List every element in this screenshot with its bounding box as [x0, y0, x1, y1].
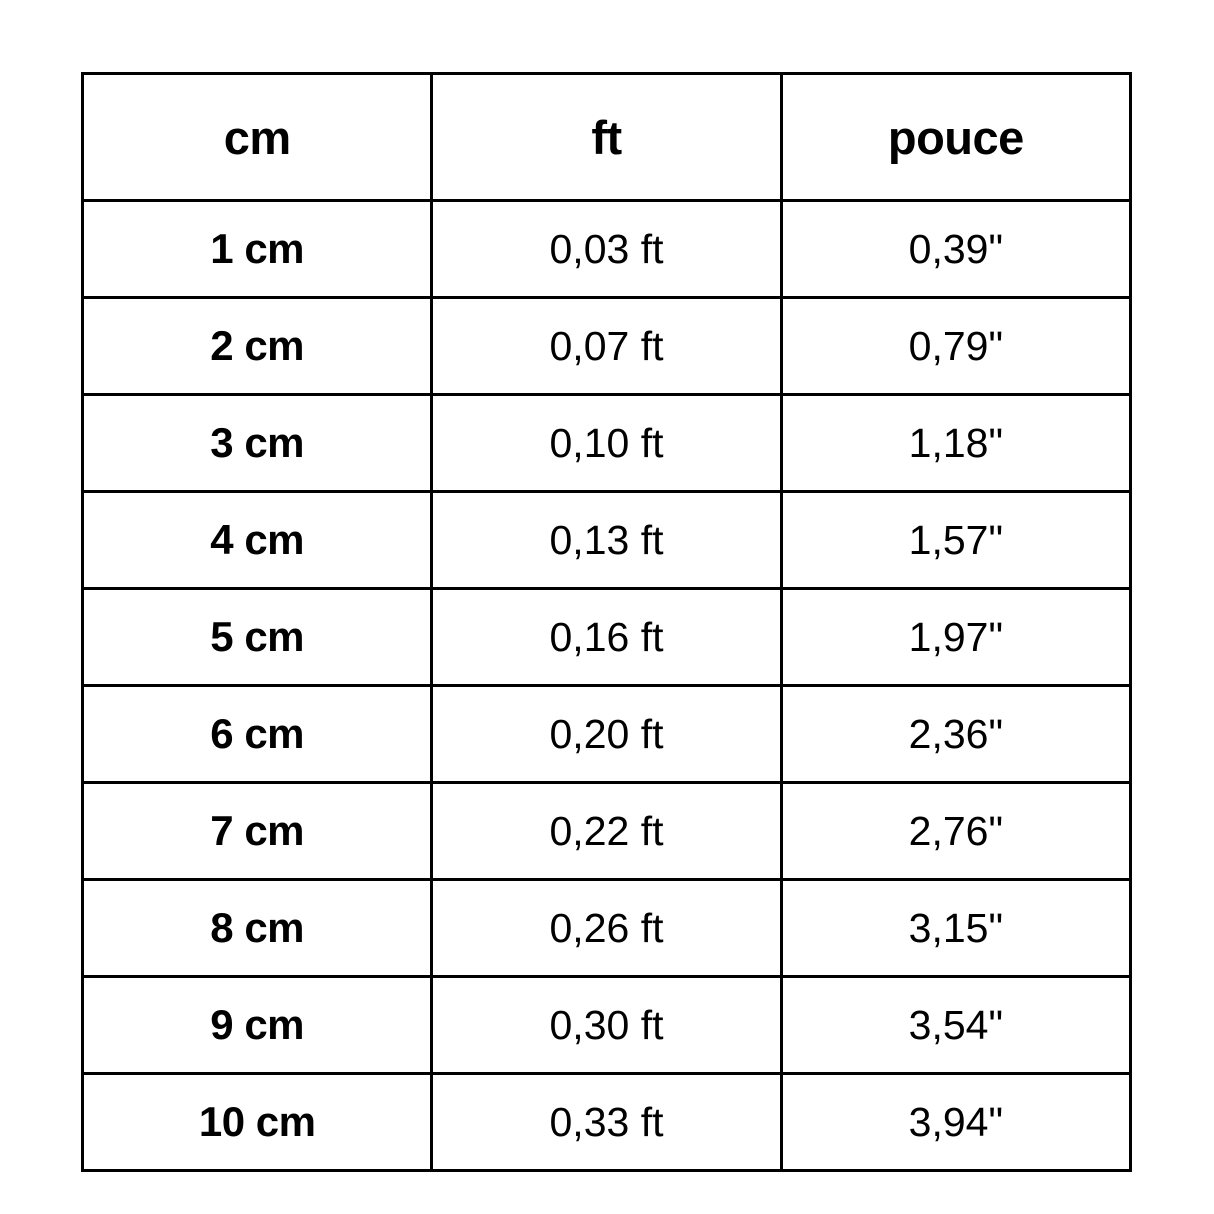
cell-cm-value: 9 cm [210, 1001, 305, 1048]
cell-cm-value: 6 cm [210, 710, 305, 757]
table-row: 10 cm 0,33 ft 3,94" [80, 1072, 1133, 1172]
cell-pouce-value: 0,39" [908, 225, 1003, 272]
cell-pouce-value: 2,36" [908, 710, 1003, 757]
table-body: 1 cm 0,03 ft 0,39" 2 cm 0,07 ft 0,79" [80, 199, 1133, 1172]
cell-pouce-value: 0,79" [908, 322, 1003, 369]
cell-pouce-value: 2,76" [908, 807, 1003, 854]
cell-cm-value: 5 cm [210, 613, 305, 660]
cell-ft-value: 0,26 ft [549, 904, 664, 951]
cell-cm: 6 cm [80, 684, 434, 784]
table-row: 9 cm 0,30 ft 3,54" [80, 975, 1133, 1075]
cell-ft-value: 0,30 ft [549, 1001, 664, 1048]
cell-ft: 0,13 ft [430, 490, 783, 590]
cell-cm: 5 cm [80, 587, 434, 687]
cell-cm-value: 2 cm [210, 322, 305, 369]
cell-ft-value: 0,13 ft [549, 516, 664, 563]
cell-ft-value: 0,33 ft [549, 1098, 664, 1145]
cell-ft-value: 0,20 ft [549, 710, 664, 757]
cell-ft: 0,22 ft [430, 781, 783, 881]
cell-pouce: 2,36" [779, 684, 1133, 784]
cell-cm: 9 cm [80, 975, 434, 1075]
cell-cm: 10 cm [80, 1072, 434, 1172]
column-header-pouce: pouce [779, 72, 1133, 202]
cell-pouce: 1,57" [779, 490, 1133, 590]
cell-pouce: 3,94" [779, 1072, 1133, 1172]
cell-ft-value: 0,10 ft [549, 419, 664, 466]
cell-cm: 7 cm [80, 781, 434, 881]
table-header: cm ft pouce [80, 72, 1133, 202]
cell-pouce-value: 3,94" [908, 1098, 1003, 1145]
cell-pouce: 1,18" [779, 393, 1133, 493]
column-header-cm-label: cm [223, 110, 291, 164]
cell-ft: 0,33 ft [430, 1072, 783, 1172]
table-row: 7 cm 0,22 ft 2,76" [80, 781, 1133, 881]
cell-cm: 1 cm [80, 199, 434, 299]
cell-ft: 0,16 ft [430, 587, 783, 687]
cell-pouce-value: 1,97" [908, 613, 1003, 660]
cell-ft: 0,26 ft [430, 878, 783, 978]
cell-cm-value: 10 cm [198, 1098, 316, 1145]
cell-cm-value: 1 cm [210, 225, 305, 272]
cell-ft-value: 0,16 ft [549, 613, 664, 660]
conversion-table: cm ft pouce 1 cm 0,03 ft 0,39" [80, 72, 1133, 1172]
cell-pouce-value: 3,15" [908, 904, 1003, 951]
cell-pouce: 3,54" [779, 975, 1133, 1075]
column-header-ft: ft [430, 72, 783, 202]
table-row: 4 cm 0,13 ft 1,57" [80, 490, 1133, 590]
table-row: 6 cm 0,20 ft 2,36" [80, 684, 1133, 784]
table-header-row: cm ft pouce [80, 72, 1133, 202]
cell-cm-value: 7 cm [210, 807, 305, 854]
cell-cm-value: 4 cm [210, 516, 305, 563]
cell-ft: 0,10 ft [430, 393, 783, 493]
cell-ft: 0,07 ft [430, 296, 783, 396]
cell-ft-value: 0,07 ft [549, 322, 664, 369]
cell-cm-value: 3 cm [210, 419, 305, 466]
cell-pouce-value: 1,18" [908, 419, 1003, 466]
cell-ft: 0,30 ft [430, 975, 783, 1075]
table-row: 8 cm 0,26 ft 3,15" [80, 878, 1133, 978]
cell-cm: 3 cm [80, 393, 434, 493]
cell-cm: 8 cm [80, 878, 434, 978]
cell-ft-value: 0,22 ft [549, 807, 664, 854]
table-row: 5 cm 0,16 ft 1,97" [80, 587, 1133, 687]
table-row: 3 cm 0,10 ft 1,18" [80, 393, 1133, 493]
cell-pouce: 1,97" [779, 587, 1133, 687]
table-row: 2 cm 0,07 ft 0,79" [80, 296, 1133, 396]
cell-ft: 0,20 ft [430, 684, 783, 784]
cell-cm: 4 cm [80, 490, 434, 590]
cell-pouce: 0,79" [779, 296, 1133, 396]
cell-pouce: 0,39" [779, 199, 1133, 299]
cell-pouce-value: 3,54" [908, 1001, 1003, 1048]
cell-cm-value: 8 cm [210, 904, 305, 951]
table-row: 1 cm 0,03 ft 0,39" [80, 199, 1133, 299]
column-header-pouce-label: pouce [887, 110, 1024, 164]
cell-pouce: 3,15" [779, 878, 1133, 978]
cell-pouce: 2,76" [779, 781, 1133, 881]
cell-cm: 2 cm [80, 296, 434, 396]
cell-ft: 0,03 ft [430, 199, 783, 299]
column-header-cm: cm [80, 72, 434, 202]
column-header-ft-label: ft [591, 110, 622, 164]
cell-pouce-value: 1,57" [908, 516, 1003, 563]
cell-ft-value: 0,03 ft [549, 225, 664, 272]
